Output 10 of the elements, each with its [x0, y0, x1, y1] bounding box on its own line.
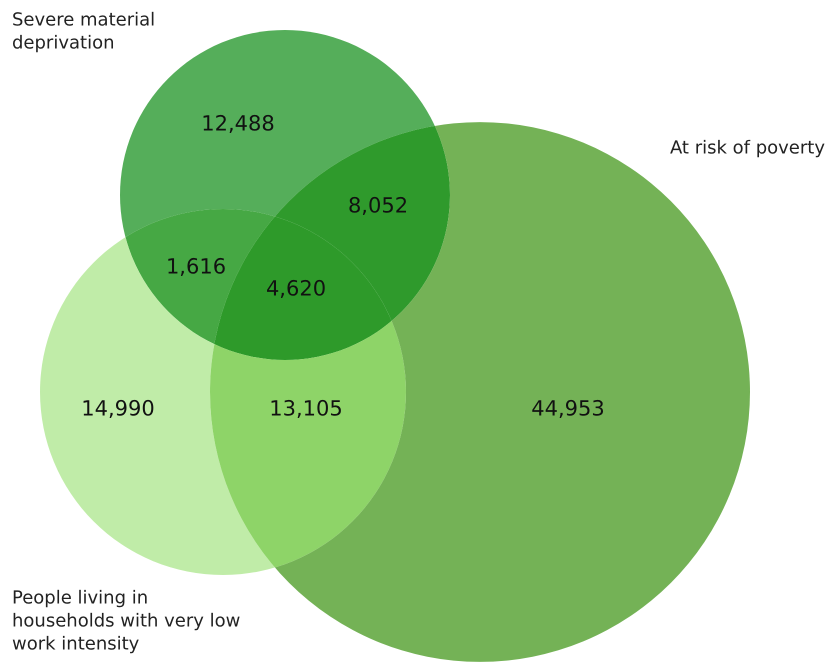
text: Severe material deprivation: [12, 10, 156, 54]
data-label: 14,990: [81, 396, 155, 420]
text: At risk of poverty: [670, 138, 826, 159]
data-label: 44,953: [531, 396, 605, 420]
data-label: 13,105: [269, 396, 343, 420]
data-label: 12,488: [201, 111, 275, 136]
data-label: 4,620: [266, 276, 326, 300]
data-label: 8,052: [348, 193, 408, 218]
text: People living in households with very low work intensity: [12, 588, 240, 655]
data-label: 1,616: [166, 254, 226, 278]
